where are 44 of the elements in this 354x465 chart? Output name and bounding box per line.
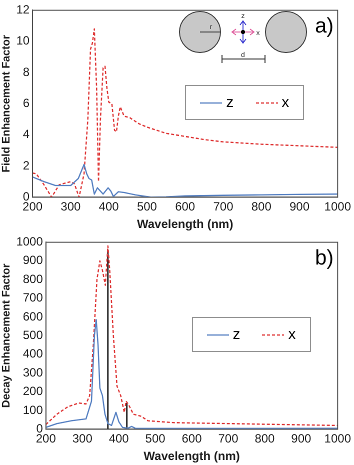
x-tick-label: 800 xyxy=(254,432,276,446)
y-tick-label: 900 xyxy=(22,253,44,268)
y-tick-label: 10 xyxy=(16,34,30,48)
annotation: a) xyxy=(314,14,334,38)
y-axis-title: Field Enhancement Factor xyxy=(0,34,13,172)
y-tick-label: 12 xyxy=(16,2,30,17)
y-axis-title: Decay Enhancement Factor xyxy=(0,262,13,408)
x-tick-label: 200 xyxy=(36,432,56,446)
x-tick-label: 500 xyxy=(145,432,166,446)
y-tick-label: 700 xyxy=(22,290,44,305)
annotation: b) xyxy=(314,246,334,270)
y-tick-label: 100 xyxy=(22,402,44,417)
y-tick-label: 300 xyxy=(22,365,44,380)
x-tick-label: 300 xyxy=(72,432,93,446)
legend-label: x xyxy=(282,94,290,111)
x-tick-label: 900 xyxy=(290,200,310,214)
x-tick-label: 700 xyxy=(213,200,234,214)
line-series xyxy=(46,245,338,426)
y-tick-label: 1000 xyxy=(16,234,44,249)
x-tick-label: 700 xyxy=(218,432,239,446)
x-axis-title: Wavelength (nm) xyxy=(136,217,234,232)
x-axis-title: Wavelength (nm) xyxy=(144,449,240,464)
legend-label: z xyxy=(232,326,240,343)
x-tick-label: 800 xyxy=(251,200,272,214)
y-tick-label: 2 xyxy=(22,158,30,172)
legend-label: z xyxy=(226,94,234,111)
x-tick-label: 1000 xyxy=(324,200,352,214)
x-tick-label: 400 xyxy=(108,432,130,446)
y-tick-label: 200 xyxy=(22,384,44,398)
x-tick-label: 600 xyxy=(182,432,202,446)
y-tick-label: 6 xyxy=(22,96,30,110)
x-tick-label: 500 xyxy=(136,200,158,214)
y-tick-label: 4 xyxy=(22,127,30,142)
y-tick-label: 8 xyxy=(22,64,30,79)
x-tick-label: 1000 xyxy=(324,432,352,446)
x-tick-label: 400 xyxy=(98,200,120,214)
y-tick-label: 800 xyxy=(22,272,44,286)
x-tick-label: 900 xyxy=(291,432,312,446)
x-tick-label: 600 xyxy=(175,200,196,214)
legend-label: x xyxy=(288,326,296,343)
y-tick-label: 600 xyxy=(22,309,44,324)
y-tick-label: 400 xyxy=(22,346,44,361)
x-tick-label: 300 xyxy=(60,200,82,214)
y-tick-label: 500 xyxy=(22,328,44,342)
